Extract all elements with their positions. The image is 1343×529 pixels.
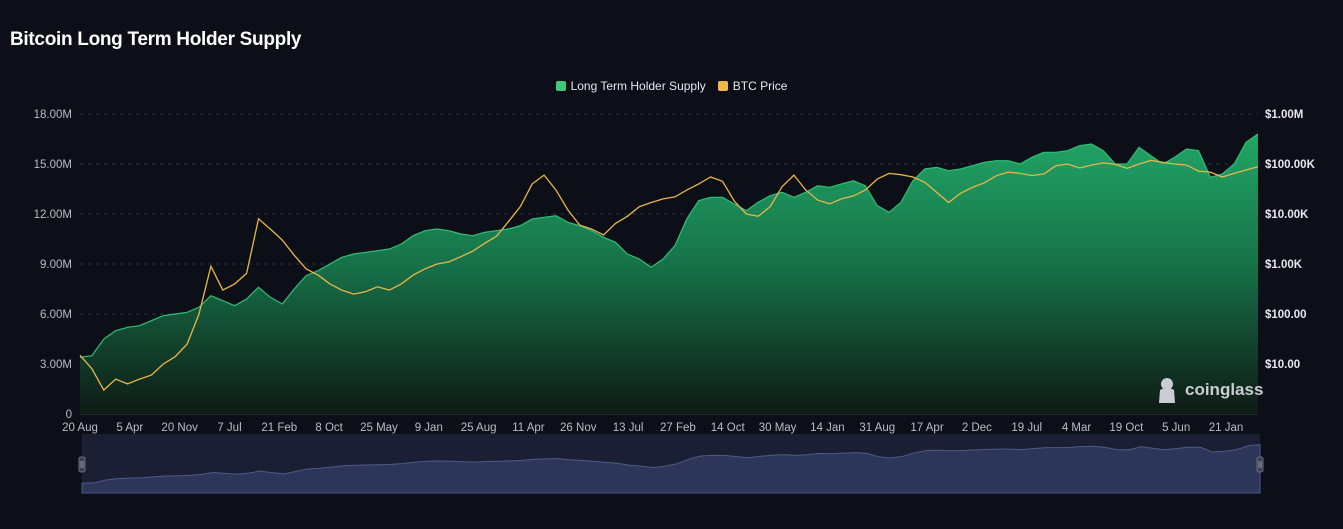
y-right-tick-label: $1.00M [1265,109,1303,121]
lth-supply-area [80,134,1258,414]
legend-item-btc-price[interactable]: BTC Price [717,79,788,93]
x-tick-label: 4 Mar [1062,422,1092,434]
y-left-tick-label: 6.00M [40,309,72,321]
chart-legend: Long Term Holder Supply BTC Price [0,79,1343,93]
y-left-tick-label: 0 [66,409,72,421]
legend-item-lth-supply[interactable]: Long Term Holder Supply [555,79,706,93]
x-tick-label: 30 May [759,422,797,434]
legend-swatch-btc-price [717,81,728,91]
watermark: coinglass [1159,378,1263,403]
y-right-tick-label: $10.00 [1265,359,1300,371]
x-tick-label: 31 Aug [859,422,895,434]
watermark-text: coinglass [1185,380,1263,399]
x-tick-label: 11 Apr [512,422,545,434]
x-tick-label: 25 May [360,422,398,434]
legend-label-btc-price: BTC Price [732,79,788,93]
x-tick-label: 26 Nov [560,422,597,434]
y-left-tick-label: 12.00M [34,209,72,221]
y-right-tick-label: $100.00 [1265,309,1307,321]
x-tick-label: 5 Apr [116,422,143,434]
x-tick-label: 20 Nov [161,422,198,434]
navigator-handle-right[interactable] [1256,456,1264,473]
x-tick-label: 2 Dec [962,422,992,434]
y-right-tick-label: $1.00K [1265,259,1303,271]
lth-supply-line [79,133,1259,358]
x-tick-label: 13 Jul [613,422,644,434]
navigator[interactable] [78,434,1264,494]
navigator-series [81,443,1261,494]
navigator-handle-left[interactable] [78,456,86,473]
y-left-tick-label: 18.00M [34,109,72,121]
x-tick-label: 21 Jan [1209,422,1244,434]
x-tick-label: 9 Jan [415,422,443,434]
y-right-tick-label: $10.00K [1265,209,1309,221]
x-tick-label: 25 Aug [461,422,497,434]
chart-title: Bitcoin Long Term Holder Supply [10,29,302,50]
y-left-tick-label: 3.00M [40,359,72,371]
y-left-tick-label: 15.00M [34,159,72,171]
x-tick-label: 20 Aug [62,422,98,434]
x-tick-label: 7 Jul [217,422,241,434]
x-tick-label: 17 Apr [910,422,943,434]
y-left-tick-label: 9.00M [40,259,72,271]
x-tick-label: 19 Oct [1109,422,1144,434]
x-tick-label: 21 Feb [261,422,297,434]
x-tick-label: 8 Oct [315,422,343,434]
x-tick-label: 27 Feb [660,422,696,434]
y-right-tick-label: $100.00K [1265,159,1316,171]
legend-label-lth-supply: Long Term Holder Supply [570,79,706,93]
x-tick-label: 14 Oct [711,422,746,434]
coinglass-logo-icon [1159,378,1175,403]
btc-price-line [79,159,1259,392]
legend-swatch-lth-supply [555,81,566,91]
x-tick-label: 19 Jul [1011,422,1042,434]
x-tick-label: 14 Jan [810,422,845,434]
x-tick-label: 5 Jun [1162,422,1190,434]
